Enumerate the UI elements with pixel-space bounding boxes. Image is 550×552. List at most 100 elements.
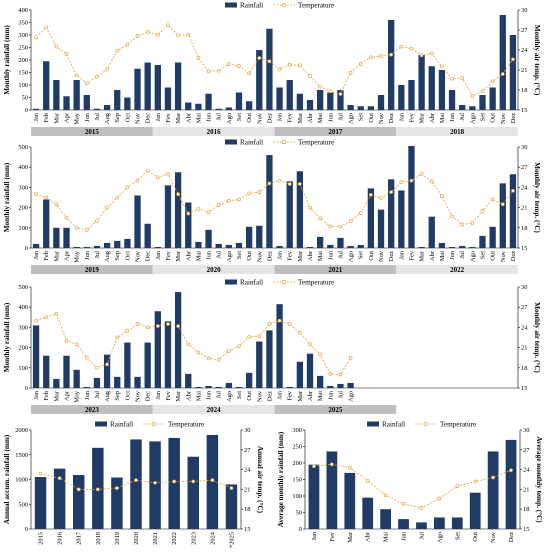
- rainfall-bar: [53, 80, 60, 110]
- rainfall-bar: [32, 325, 40, 388]
- rainfall-bar: [306, 353, 314, 388]
- rainfall-bar: [235, 242, 243, 248]
- rainfall-bar: [124, 238, 131, 248]
- x-tick-label: Aug: [104, 390, 111, 402]
- rainfall-bar: [185, 373, 192, 388]
- rainfall-bar: [296, 361, 304, 388]
- temperature-point: [186, 342, 191, 347]
- rainfall-bar: [428, 66, 435, 110]
- rainfall-bar: [235, 386, 243, 388]
- temperature-point: [328, 224, 333, 229]
- temperature-point: [328, 372, 333, 376]
- x-tick-label: Jul: [337, 251, 344, 259]
- temperature-point: [277, 178, 282, 183]
- rainfall-bar: [479, 95, 486, 110]
- temperature-point: [308, 74, 312, 78]
- rainfall-bar: [32, 243, 40, 248]
- x-tick-label: Mai: [317, 251, 324, 262]
- x-tick-label: Jun: [327, 250, 334, 260]
- temperature-point: [298, 182, 302, 186]
- rainfall-bar: [380, 509, 391, 529]
- y-tick-label: 100: [292, 493, 302, 500]
- temperature-point: [429, 179, 434, 184]
- y2-tick-label: 21: [521, 67, 527, 74]
- temperature-point: [348, 355, 353, 360]
- y2-tick-label: 18: [521, 87, 527, 94]
- temperature-point: [95, 74, 99, 79]
- rainfall-bar: [487, 451, 499, 529]
- x-tick-label: Out: [246, 113, 253, 123]
- rainfall-bar: [408, 80, 415, 110]
- temperature-point: [115, 486, 119, 490]
- x-tick-label: Nov: [256, 390, 263, 402]
- rainfall-bar: [451, 517, 463, 529]
- temperature-point: [470, 94, 475, 98]
- temperature-point: [257, 190, 262, 194]
- x-tick-label: Jun: [327, 390, 334, 400]
- temperature-point: [115, 335, 120, 340]
- rainfall-bar: [509, 174, 517, 248]
- temperature-line: [35, 170, 514, 231]
- temperature-point: [135, 178, 140, 183]
- x-tick-label: Jan: [33, 112, 40, 121]
- x-tick-label: Aug: [104, 250, 111, 262]
- rainfall-bar: [245, 101, 253, 110]
- temperature-point: [186, 211, 191, 216]
- year-band: [274, 265, 397, 274]
- x-tick-label: Mar: [175, 250, 182, 262]
- rainfall-bar: [286, 80, 293, 110]
- rainfall-bar: [124, 342, 131, 388]
- temperature-point: [155, 32, 160, 37]
- rainfall-bar: [195, 241, 202, 248]
- x-tick-label: Jun: [84, 112, 91, 122]
- temperature-point: [247, 191, 251, 196]
- x-tick-label: May: [74, 390, 81, 403]
- y-tick-label: 500: [18, 284, 28, 291]
- temperature-point: [440, 64, 444, 69]
- y-tick-label: 300: [292, 427, 302, 434]
- temperature-point: [511, 188, 515, 193]
- year-band: [152, 265, 275, 274]
- temperature-point: [287, 322, 292, 326]
- temperature-point: [216, 203, 221, 207]
- temperature-point: [64, 339, 69, 343]
- rainfall-bar: [388, 20, 395, 110]
- temperature-point: [237, 344, 241, 349]
- legend: Rainfall Temperature: [225, 279, 334, 287]
- x-tick-label: Ago: [226, 113, 233, 124]
- y-tick-label: 0: [25, 385, 28, 392]
- temperature-point: [95, 487, 100, 492]
- temperature-point: [437, 496, 442, 501]
- rainfall-bar: [317, 236, 324, 248]
- year-label: 2020: [207, 266, 222, 274]
- temperature-point: [166, 172, 170, 176]
- temperature-point: [57, 476, 62, 481]
- y-tick-label: 200: [292, 460, 302, 467]
- temperature-point: [34, 318, 38, 323]
- rainfall-bar: [509, 35, 517, 110]
- x-tick-label: Set: [236, 113, 243, 121]
- temperature-point: [84, 81, 89, 86]
- legend: Rainfall Temperature: [367, 421, 476, 429]
- year-band: [152, 405, 275, 414]
- x-tick-label: Out: [246, 391, 253, 401]
- temperature-point: [358, 211, 363, 215]
- x-tick-label: 2020: [133, 532, 140, 545]
- x-tick-label: Out: [246, 251, 253, 261]
- x-tick-label: Dez: [510, 251, 517, 261]
- x-tick-label: Apr: [64, 390, 71, 401]
- y-axis-title: Average monthly rainfall (mm): [277, 431, 285, 527]
- legend-rainfall-label: Rainfall: [240, 2, 263, 10]
- legend-temperature-marker: [282, 140, 286, 144]
- x-tick-label: 2016: [57, 532, 64, 545]
- temperature-point: [369, 192, 373, 197]
- x-tick-label: Fev: [165, 390, 172, 400]
- x-tick-label: Set: [454, 532, 461, 540]
- y-tick-label: 200: [18, 57, 28, 64]
- temperature-point: [298, 330, 302, 335]
- temperature-point: [490, 79, 495, 84]
- x-tick-label: Jan: [277, 112, 284, 121]
- rainfall-bar: [43, 61, 50, 110]
- x-tick-label: Abr: [429, 112, 436, 123]
- temperature-point: [226, 349, 231, 353]
